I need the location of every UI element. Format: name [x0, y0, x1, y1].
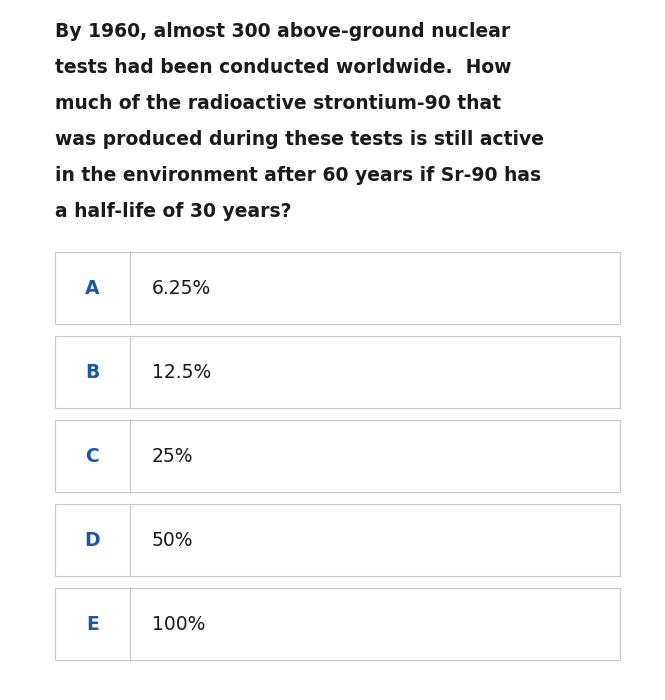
Text: 25%: 25% [152, 447, 194, 466]
Text: tests had been conducted worldwide.  How: tests had been conducted worldwide. How [55, 58, 511, 77]
FancyBboxPatch shape [55, 504, 620, 576]
Text: 12.5%: 12.5% [152, 363, 211, 382]
Text: B: B [85, 363, 100, 382]
Text: E: E [86, 615, 99, 634]
FancyBboxPatch shape [55, 420, 620, 492]
Text: was produced during these tests is still active: was produced during these tests is still… [55, 130, 544, 149]
FancyBboxPatch shape [55, 252, 620, 324]
Text: 50%: 50% [152, 531, 194, 550]
Text: a half-life of 30 years?: a half-life of 30 years? [55, 202, 291, 221]
FancyBboxPatch shape [55, 588, 620, 660]
Text: in the environment after 60 years if Sr-90 has: in the environment after 60 years if Sr-… [55, 166, 541, 185]
FancyBboxPatch shape [55, 336, 620, 408]
Text: D: D [84, 531, 100, 550]
Text: 100%: 100% [152, 615, 205, 634]
Text: 6.25%: 6.25% [152, 279, 211, 298]
Text: C: C [86, 447, 99, 466]
Text: much of the radioactive strontium-90 that: much of the radioactive strontium-90 tha… [55, 94, 501, 113]
Text: A: A [85, 279, 100, 298]
Text: By 1960, almost 300 above-ground nuclear: By 1960, almost 300 above-ground nuclear [55, 22, 510, 41]
